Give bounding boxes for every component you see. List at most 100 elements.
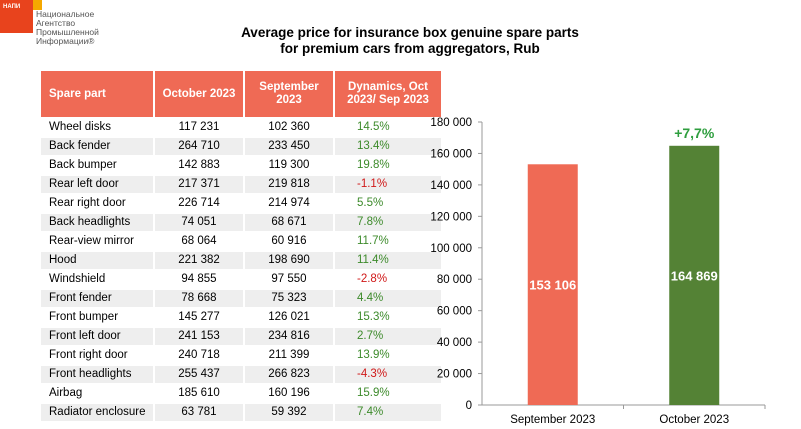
september-price-cell: 60 916 bbox=[245, 233, 333, 252]
dynamics-cell: 19.8% bbox=[335, 157, 441, 176]
part-name-cell: Front fender bbox=[41, 290, 153, 309]
table-row: Back fender 264 710 233 450 13.4% bbox=[41, 138, 441, 157]
october-price-cell: 264 710 bbox=[155, 138, 243, 157]
dynamics-cell: 2.7% bbox=[335, 328, 441, 347]
x-category-label: September 2023 bbox=[510, 414, 595, 426]
bar-october bbox=[669, 145, 720, 405]
logo-line: Информации® bbox=[36, 36, 95, 46]
october-price-cell: 94 855 bbox=[155, 271, 243, 290]
september-price-cell: 119 300 bbox=[245, 157, 333, 176]
bar-value-label: 164 869 bbox=[671, 268, 718, 283]
y-tick-label: 80 000 bbox=[437, 274, 472, 286]
part-name-cell: Rear left door bbox=[41, 176, 153, 195]
dynamics-cell: 7.8% bbox=[335, 214, 441, 233]
table-row: Back headlights 74 051 68 671 7.8% bbox=[41, 214, 441, 233]
y-tick-label: 120 000 bbox=[430, 211, 472, 223]
part-name-cell: Radiator enclosure bbox=[41, 404, 153, 423]
table-row: Front left door 241 153 234 816 2.7% bbox=[41, 328, 441, 347]
october-price-cell: 255 437 bbox=[155, 366, 243, 385]
september-price-cell: 234 816 bbox=[245, 328, 333, 347]
logo-line: Агентство bbox=[36, 18, 76, 28]
september-price-cell: 233 450 bbox=[245, 138, 333, 157]
logo-line: Национальное bbox=[36, 9, 95, 19]
table-header-row: Spare part October 2023 September 2023 D… bbox=[41, 71, 441, 119]
y-tick-label: 60 000 bbox=[437, 306, 472, 318]
dynamics-cell: 11.4% bbox=[335, 252, 441, 271]
dynamics-cell: -1.1% bbox=[335, 176, 441, 195]
october-price-cell: 217 371 bbox=[155, 176, 243, 195]
september-price-cell: 97 550 bbox=[245, 271, 333, 290]
dynamics-cell: 13.9% bbox=[335, 347, 441, 366]
logo-small-text: НАПИ bbox=[3, 4, 21, 10]
october-price-cell: 221 382 bbox=[155, 252, 243, 271]
september-price-cell: 219 818 bbox=[245, 176, 333, 195]
dynamics-cell: 15.3% bbox=[335, 309, 441, 328]
part-name-cell: Back headlights bbox=[41, 214, 153, 233]
title-line-1: Average price for insurance box genuine … bbox=[241, 25, 579, 40]
dynamics-cell: 4.4% bbox=[335, 290, 441, 309]
october-price-cell: 68 064 bbox=[155, 233, 243, 252]
september-price-cell: 126 021 bbox=[245, 309, 333, 328]
y-tick-label: 40 000 bbox=[437, 337, 472, 349]
part-name-cell: Front bumper bbox=[41, 309, 153, 328]
table-row: Windshield 94 855 97 550 -2.8% bbox=[41, 271, 441, 290]
part-name-cell: Rear-view mirror bbox=[41, 233, 153, 252]
header-september: September 2023 bbox=[245, 71, 333, 119]
y-tick-label: 0 bbox=[466, 400, 472, 412]
spare-parts-table: Spare part October 2023 September 2023 D… bbox=[39, 71, 443, 423]
logo-line: Промышленной bbox=[36, 27, 99, 37]
bar-september bbox=[527, 164, 578, 405]
october-price-cell: 226 714 bbox=[155, 195, 243, 214]
table-row: Front headlights 255 437 266 823 -4.3% bbox=[41, 366, 441, 385]
part-name-cell: Airbag bbox=[41, 385, 153, 404]
dynamics-cell: -4.3% bbox=[335, 366, 441, 385]
x-category-label: October 2023 bbox=[659, 414, 729, 426]
part-name-cell: Wheel disks bbox=[41, 119, 153, 138]
part-name-cell: Windshield bbox=[41, 271, 153, 290]
part-name-cell: Back fender bbox=[41, 138, 153, 157]
y-tick-label: 180 000 bbox=[430, 117, 472, 129]
table-row: Airbag 185 610 160 196 15.9% bbox=[41, 385, 441, 404]
dynamics-cell: 5.5% bbox=[335, 195, 441, 214]
dynamics-cell: 11.7% bbox=[335, 233, 441, 252]
table-row: Front fender 78 668 75 323 4.4% bbox=[41, 290, 441, 309]
dynamics-cell: 14.5% bbox=[335, 119, 441, 138]
october-price-cell: 142 883 bbox=[155, 157, 243, 176]
september-price-cell: 211 399 bbox=[245, 347, 333, 366]
october-price-cell: 145 277 bbox=[155, 309, 243, 328]
price-bar-chart: 0 20 000 40 000 60 000 80 000 100 000 120 000 1… bbox=[430, 117, 766, 426]
table-row: Front right door 240 718 211 399 13.9% bbox=[41, 347, 441, 366]
october-price-cell: 74 051 bbox=[155, 214, 243, 233]
october-price-cell: 117 231 bbox=[155, 119, 243, 138]
bar-value-label: 153 106 bbox=[529, 278, 576, 293]
october-price-cell: 241 153 bbox=[155, 328, 243, 347]
table-row: Rear right door 226 714 214 974 5.5% bbox=[41, 195, 441, 214]
september-price-cell: 198 690 bbox=[245, 252, 333, 271]
part-name-cell: Front right door bbox=[41, 347, 153, 366]
growth-annotation: +7,7% bbox=[674, 125, 715, 141]
table-row: Wheel disks 117 231 102 360 14.5% bbox=[41, 119, 441, 138]
october-price-cell: 78 668 bbox=[155, 290, 243, 309]
logo-red-square bbox=[0, 0, 33, 33]
september-price-cell: 75 323 bbox=[245, 290, 333, 309]
table-row: Rear-view mirror 68 064 60 916 11.7% bbox=[41, 233, 441, 252]
table-row: Front bumper 145 277 126 021 15.3% bbox=[41, 309, 441, 328]
part-name-cell: Back bumper bbox=[41, 157, 153, 176]
dynamics-cell: -2.8% bbox=[335, 271, 441, 290]
september-price-cell: 214 974 bbox=[245, 195, 333, 214]
september-price-cell: 102 360 bbox=[245, 119, 333, 138]
dynamics-cell: 15.9% bbox=[335, 385, 441, 404]
table-body: Wheel disks 117 231 102 360 14.5% Back fende… bbox=[41, 119, 441, 423]
dynamics-cell: 7.4% bbox=[335, 404, 441, 423]
october-price-cell: 185 610 bbox=[155, 385, 243, 404]
napi-logo: НАПИ Национальное Агентство Промышленной… bbox=[0, 0, 100, 50]
title-line-2: for premium cars from aggregators, Rub bbox=[280, 41, 540, 56]
logo-yellow-square bbox=[33, 0, 42, 10]
header-spare-part: Spare part bbox=[41, 71, 153, 119]
dynamics-cell: 13.4% bbox=[335, 138, 441, 157]
table-row: Hood 221 382 198 690 11.4% bbox=[41, 252, 441, 271]
october-price-cell: 63 781 bbox=[155, 404, 243, 423]
y-tick-label: 100 000 bbox=[430, 243, 472, 255]
september-price-cell: 266 823 bbox=[245, 366, 333, 385]
part-name-cell: Front left door bbox=[41, 328, 153, 347]
